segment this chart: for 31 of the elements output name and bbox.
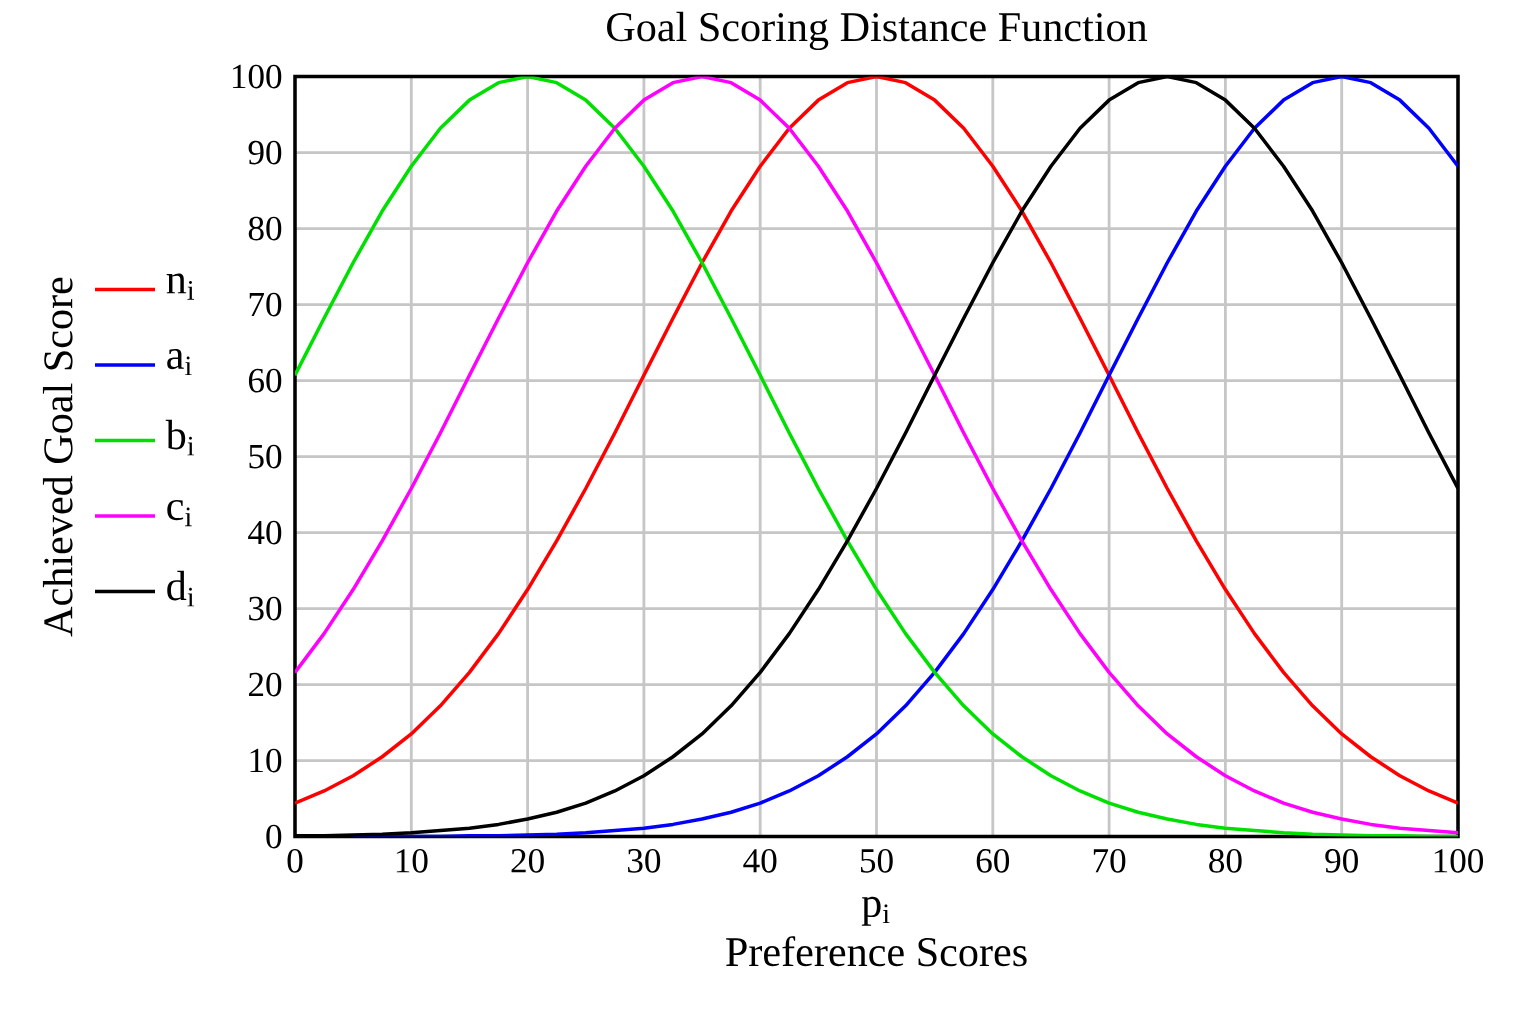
legend-label: a$_{i}$: [167, 349, 192, 376]
y-tick-label: 100: [232, 64, 282, 89]
y-tick-label: 80: [248, 216, 282, 241]
x-tick-label: 80: [1209, 849, 1242, 873]
y-tick-label: 0: [266, 824, 282, 849]
y-tick-label: 50: [249, 444, 282, 469]
x-tick-label: 70: [1093, 849, 1126, 873]
x-tick-label: 30: [628, 849, 661, 873]
legend-label: c$_{i}$: [167, 500, 192, 527]
legend-label: b$_{i}$: [165, 419, 195, 456]
x-tick-label: 50: [860, 849, 893, 873]
legend-label: n$_{i}$: [166, 273, 195, 300]
y-tick-label: 20: [248, 672, 282, 697]
x-tick-label: 40: [743, 849, 777, 873]
x-tick-label: 60: [976, 849, 1010, 873]
legend-label: d$_{i}$: [167, 570, 195, 607]
x-tick-label: 20: [511, 849, 544, 873]
y-axis-title: Achieved Goal Score: [42, 277, 73, 637]
y-tick-label: 40: [248, 520, 282, 545]
x-tick-label: 100: [1434, 849, 1484, 873]
x-tick-label: 90: [1325, 849, 1358, 873]
x-tick-label: 10: [396, 849, 428, 873]
y-tick-label: 70: [249, 292, 282, 317]
y-tick-label: 60: [248, 368, 282, 393]
x-axis-title: Preference Scores: [726, 936, 1027, 967]
y-tick-label: 30: [249, 596, 282, 621]
x-tick-label: 0: [287, 849, 303, 873]
y-tick-label: 10: [250, 748, 282, 773]
y-tick-label: 90: [248, 140, 282, 165]
chart-title: Goal Scoring Distance Function: [607, 11, 1148, 51]
text: p$_{i}$: [861, 897, 890, 926]
